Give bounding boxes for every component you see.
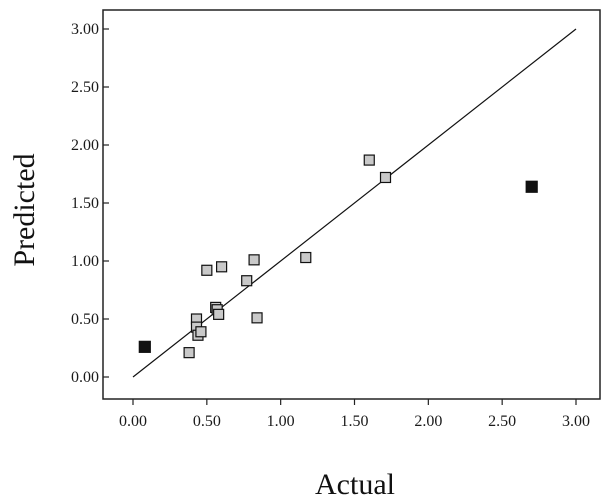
y-tick-label: 2.00 [71,137,99,154]
y-axis: 0.00 0.50 1.00 1.50 2.00 2.50 3.00 [71,21,109,386]
x-tick-label: 1.50 [341,413,369,430]
x-axis: 0.00 0.50 1.00 1.50 2.00 2.50 3.00 [119,399,590,430]
reference-line [132,28,577,378]
x-tick-label: 0.50 [193,413,221,430]
data-point [241,275,253,287]
data-point [213,308,225,320]
data-point-solid [525,180,538,193]
data-point-solid [138,340,151,353]
data-point [216,261,228,273]
y-tick-label: 1.50 [71,195,99,212]
y-tick-label: 3.00 [71,21,99,38]
data-point [300,251,312,264]
data-points [138,154,538,359]
data-point [183,347,195,359]
x-axis-title: Actual [315,468,395,501]
x-tick-label: 1.00 [267,413,295,430]
y-tick-label: 1.00 [71,253,99,270]
y-axis-title: Predicted [8,153,41,266]
x-tick-label: 0.00 [119,413,147,430]
x-tick-label: 2.50 [488,413,516,430]
data-point [379,171,392,184]
y-tick-label: 0.00 [71,369,99,386]
plot-frame [102,9,601,400]
x-tick-label: 3.00 [562,413,590,430]
y-tick-label: 2.50 [71,79,99,96]
y-tick-label: 0.50 [71,311,99,328]
data-point [363,154,375,166]
data-point [195,326,207,338]
data-point [248,254,260,266]
x-tick-label: 2.00 [414,413,442,430]
data-point [251,312,263,324]
data-point [201,264,213,276]
